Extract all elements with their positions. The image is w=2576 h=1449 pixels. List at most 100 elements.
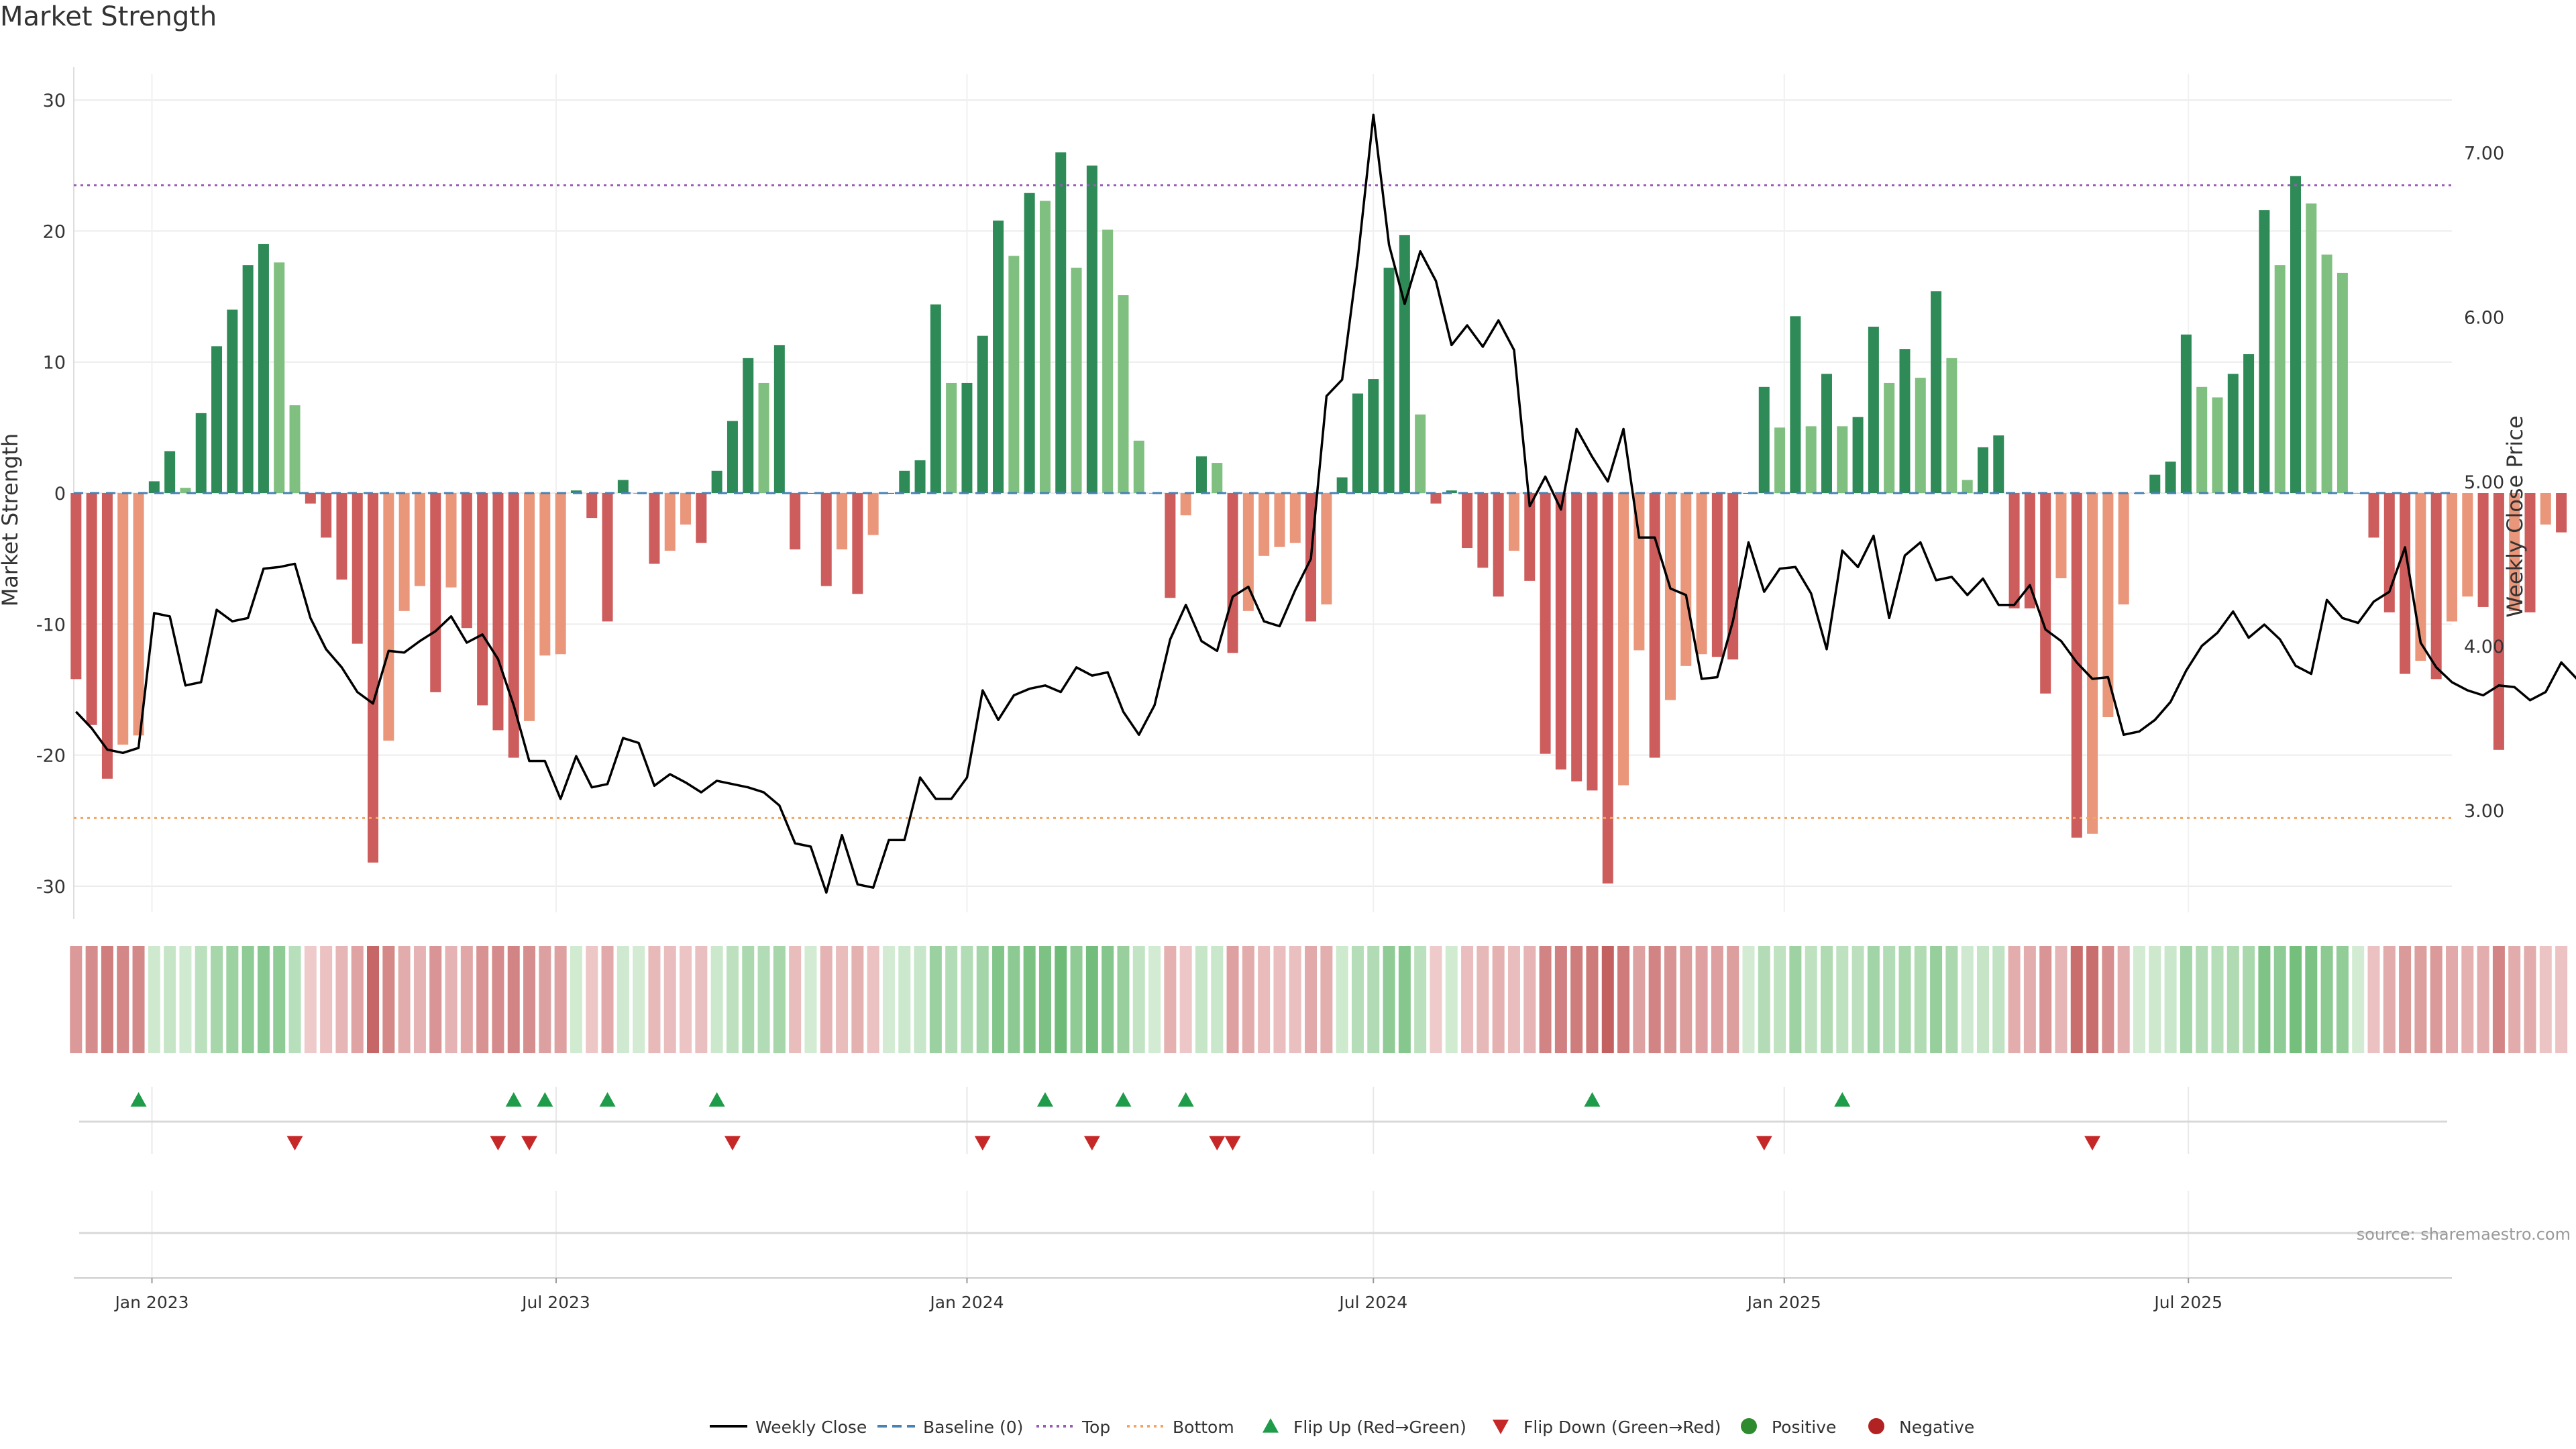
strength-bar	[727, 421, 738, 493]
heat-cell	[1805, 946, 1817, 1053]
strength-bar	[2196, 386, 2208, 493]
strength-bar	[1008, 256, 1020, 493]
weekly-close-line	[75, 113, 2576, 894]
heat-cell	[2492, 946, 2505, 1053]
strength-bar	[1837, 426, 1848, 493]
heat-cell	[2430, 946, 2443, 1053]
heat-cell	[2164, 946, 2177, 1053]
strength-bar	[2259, 210, 2270, 493]
heat-cell	[2539, 946, 2552, 1053]
source-note: source: sharemaestro.com	[2356, 1225, 2571, 1244]
strength-bar	[2087, 493, 2098, 834]
strength-bar	[930, 304, 941, 493]
strength-bar	[1212, 463, 1223, 493]
heat-cell	[2039, 946, 2052, 1053]
flip-up-marker	[130, 1092, 147, 1107]
strength-bar	[414, 493, 425, 586]
strength-bar	[570, 490, 582, 493]
strength-bar	[1415, 414, 1426, 493]
strength-bar	[211, 346, 223, 493]
heat-cell	[398, 946, 411, 1053]
heat-cell	[2086, 946, 2099, 1053]
heat-cell	[320, 946, 333, 1053]
strength-bar	[1602, 493, 1613, 884]
strength-bar	[914, 460, 926, 493]
heat-cell	[1507, 946, 1520, 1053]
strength-bar	[2509, 493, 2520, 611]
strength-bar	[1868, 326, 1879, 493]
strength-bar	[2462, 493, 2473, 597]
strength-bar	[1086, 165, 1097, 493]
strength-bar	[883, 493, 894, 494]
y-tick-label: -20	[36, 746, 66, 767]
strength-bar	[258, 244, 269, 493]
strength-bar	[2102, 493, 2114, 717]
heat-cell	[335, 946, 348, 1053]
strength-bar	[477, 493, 488, 706]
strength-bar	[195, 413, 207, 493]
legend-label: Baseline (0)	[923, 1417, 1023, 1437]
strength-bar	[336, 493, 347, 580]
strength-bar	[1946, 358, 1957, 493]
strength-bar	[1446, 490, 1457, 493]
strength-bar	[946, 382, 957, 493]
strength-bar	[2321, 254, 2332, 493]
strength-bar	[2165, 462, 2176, 493]
flip-down-marker	[2084, 1136, 2101, 1150]
strength-bar	[790, 493, 801, 549]
flip-up-marker	[1115, 1092, 1132, 1107]
heat-cell	[1586, 946, 1599, 1053]
heat-cell	[117, 946, 129, 1053]
strength-bar	[1274, 493, 1285, 547]
strength-bar	[148, 481, 160, 493]
heat-cell	[851, 946, 864, 1053]
heat-cell	[1648, 946, 1661, 1053]
heat-cell	[820, 946, 833, 1053]
x-tick-label: Jan 2024	[928, 1293, 1004, 1312]
strength-bar	[1852, 417, 1864, 493]
flip-down-marker	[286, 1136, 303, 1150]
strength-bar	[1383, 268, 1395, 493]
strength-bar	[1039, 201, 1051, 493]
strength-bar	[2118, 493, 2129, 605]
heat-cell	[476, 946, 489, 1053]
heat-cell	[1961, 946, 1974, 1053]
flip-down-marker	[724, 1136, 741, 1150]
strength-bar	[227, 309, 238, 493]
strength-bar	[2055, 493, 2067, 578]
heat-cell	[101, 946, 113, 1053]
heat-cell	[1273, 946, 1286, 1053]
heat-cell	[70, 946, 83, 1053]
strength-bar	[2306, 203, 2317, 493]
heat-cell	[1820, 946, 1833, 1053]
y-axis-title: Market Strength	[0, 433, 23, 607]
strength-bar	[274, 262, 285, 493]
strength-bar	[1399, 235, 1410, 493]
strength-bar	[1430, 493, 1442, 504]
y-tick-label: -10	[36, 614, 66, 635]
heat-cell	[1148, 946, 1161, 1053]
legend-label: Positive	[1772, 1417, 1836, 1437]
flip-up-marker	[537, 1092, 553, 1107]
heat-cell	[2243, 946, 2255, 1053]
strength-bar	[352, 493, 363, 644]
heat-cell	[539, 946, 551, 1053]
heat-cell	[2383, 946, 2396, 1053]
heat-cell	[2196, 946, 2208, 1053]
legend-label: Negative	[1899, 1417, 1974, 1437]
flip-up-marker	[708, 1092, 725, 1107]
y2-tick-label: 7.00	[2464, 144, 2504, 164]
heat-cell	[1195, 946, 1208, 1053]
heat-cell	[2446, 946, 2458, 1053]
heat-cell	[1539, 946, 1552, 1053]
strength-bar	[1680, 493, 1692, 666]
heat-cell	[413, 946, 426, 1053]
strength-bar	[805, 493, 816, 494]
strength-bar	[758, 382, 769, 493]
heat-cell	[1445, 946, 1458, 1053]
heat-cell	[1492, 946, 1505, 1053]
strength-bar	[398, 493, 410, 611]
flip-down-marker	[490, 1136, 506, 1150]
legend-swatch	[1263, 1418, 1279, 1433]
